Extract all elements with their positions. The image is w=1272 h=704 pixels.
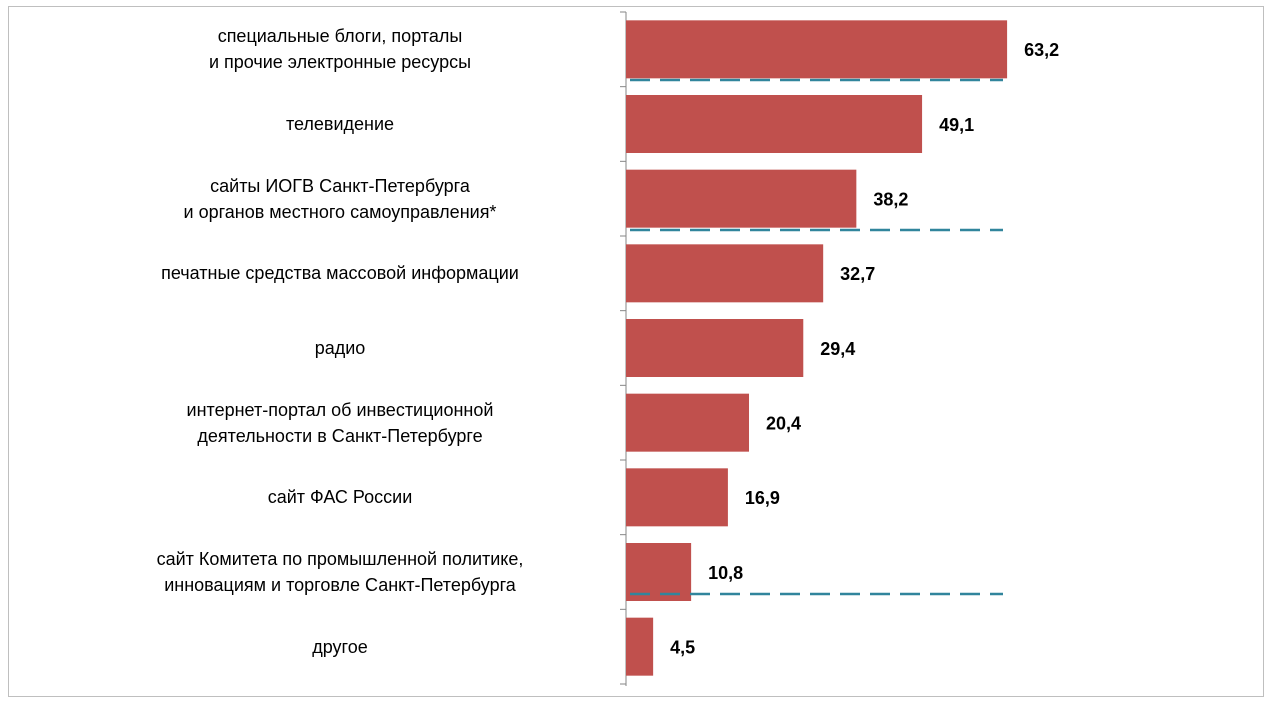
bar [626, 169, 857, 228]
category-label: сайты ИОГВ Санкт-Петербурга и органов ме… [183, 175, 497, 222]
value-label: 4,5 [670, 637, 695, 657]
category-label: телевидение [285, 114, 395, 134]
bar [626, 244, 824, 303]
bar [626, 617, 654, 676]
category-label: интернет-портал об инвестиционной деятел… [186, 399, 494, 446]
bar [626, 468, 728, 527]
category-label: сайт Комитета по промышленной политике, … [156, 549, 524, 595]
value-label: 10,8 [708, 563, 743, 583]
category-label: специальные блоги, порталы и прочие элек… [208, 26, 472, 73]
value-label: 63,2 [1024, 40, 1059, 60]
value-label: 49,1 [939, 115, 974, 135]
value-label: 16,9 [745, 488, 780, 508]
value-label: 29,4 [820, 339, 855, 359]
category-label: радио [314, 338, 366, 358]
bar [626, 393, 750, 452]
bar [626, 20, 1008, 79]
value-label: 38,2 [873, 189, 908, 209]
category-label: другое [312, 636, 368, 657]
value-label: 20,4 [766, 413, 801, 433]
bar [626, 319, 804, 377]
bar [626, 95, 923, 153]
bar [626, 543, 692, 601]
category-label: печатные средства массовой информации [161, 263, 519, 284]
value-label: 32,7 [840, 264, 875, 284]
category-label: сайт ФАС России [267, 487, 413, 508]
frame [8, 6, 1264, 697]
